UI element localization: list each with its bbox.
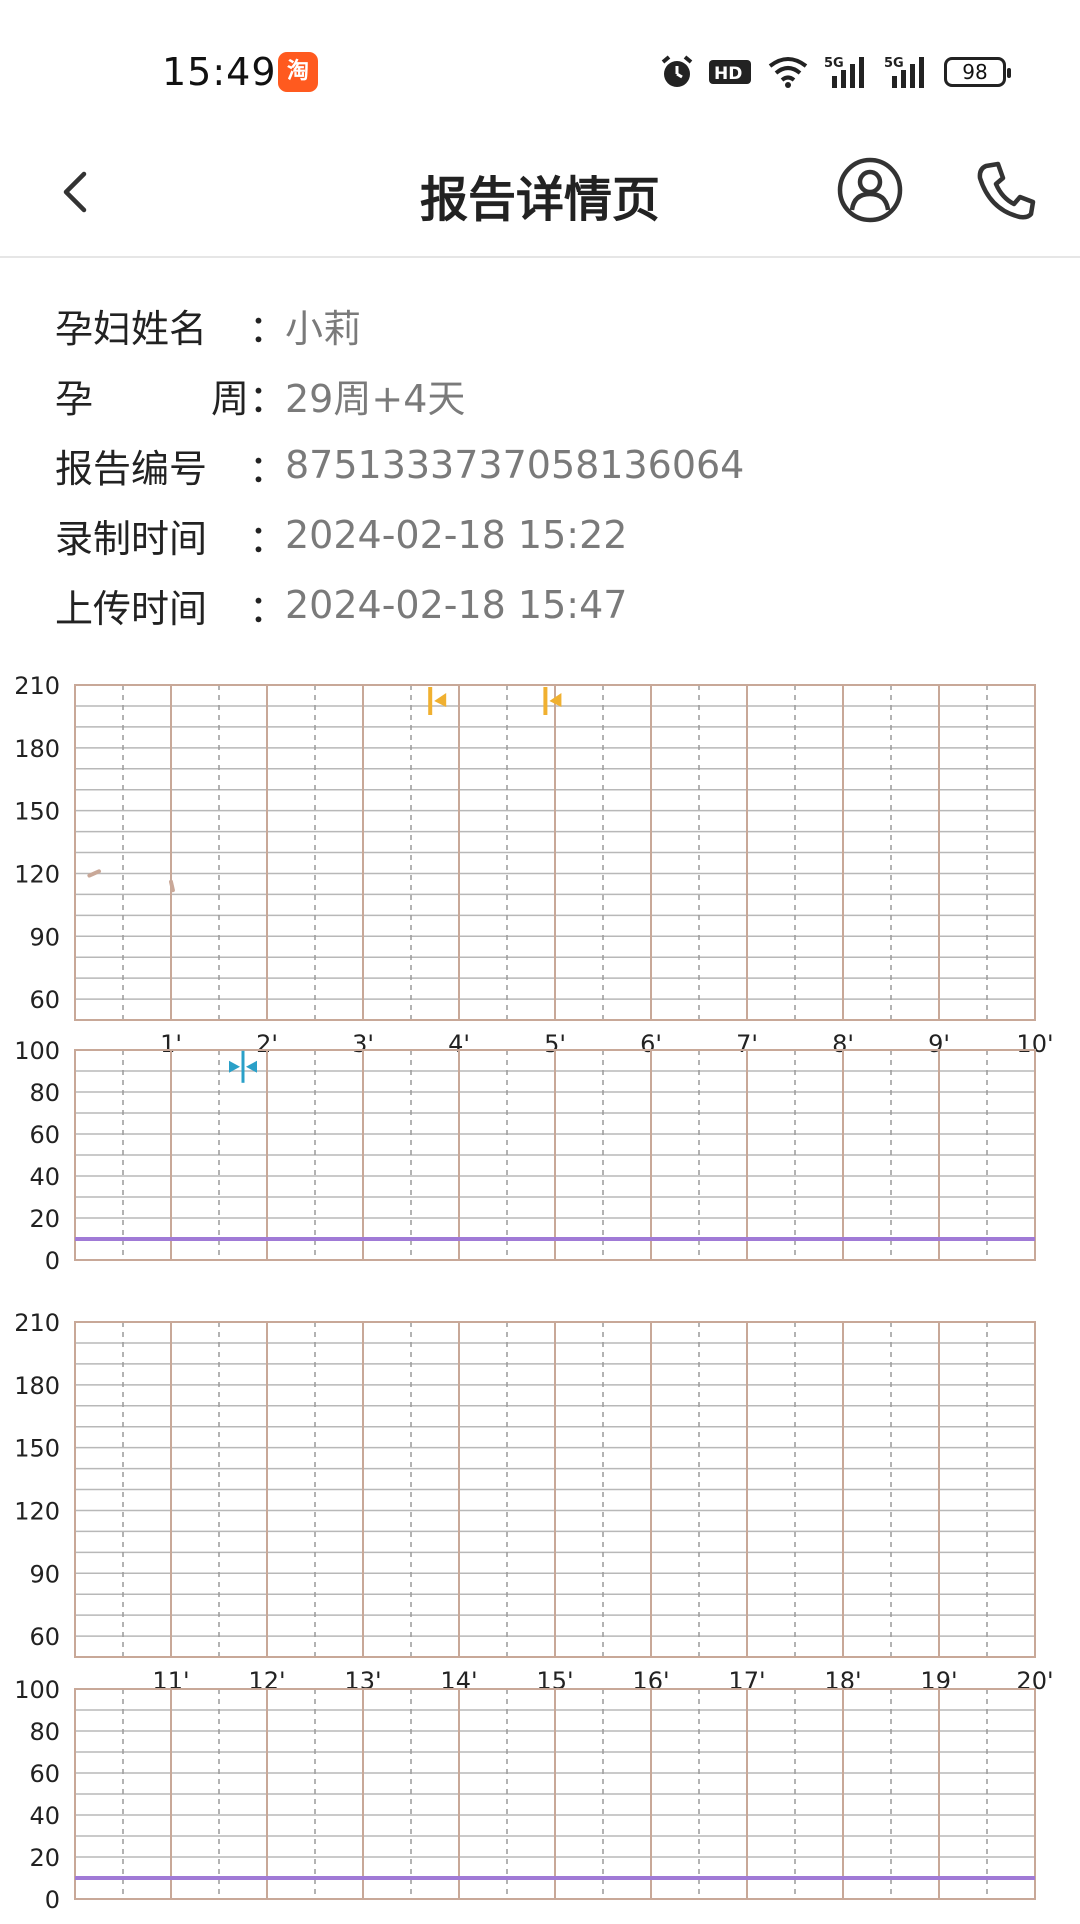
report-value: 875133373705813606​4	[285, 443, 745, 487]
fetal-movement-arrow	[549, 693, 562, 707]
y-tick-label: 40	[29, 1163, 60, 1191]
y-tick-label: 210	[14, 1309, 60, 1337]
y-tick-label: 60	[29, 986, 60, 1014]
y-tick-label: 90	[29, 1560, 60, 1588]
status-time: 15:49	[162, 50, 277, 94]
status-bar: 15:49 淘 HD 5G 5G	[0, 0, 1080, 130]
user-circle-icon[interactable]	[834, 154, 906, 226]
y-tick-label: 20	[29, 1205, 60, 1233]
taobao-app-icon: 淘	[278, 52, 318, 92]
week-label-part2: 周	[210, 376, 249, 421]
panel-frame	[74, 684, 1036, 1021]
report-info: 孕妇姓名 ： 小莉 孕 周 ： 29周+4天 报告编号 ： 8751333737…	[55, 290, 744, 640]
y-tick-label: 180	[14, 735, 60, 763]
phone-icon[interactable]	[970, 154, 1042, 226]
signal-5g-icon-2: 5G	[884, 56, 924, 88]
week-label: 孕 周	[55, 368, 249, 423]
colon: ：	[249, 516, 288, 561]
y-tick-label: 60	[29, 1121, 60, 1149]
toco-reset-arrow-right	[246, 1060, 257, 1073]
wifi-icon	[768, 57, 808, 88]
alarm-icon	[661, 55, 693, 87]
panel-frame	[74, 1049, 1036, 1261]
y-tick-label: 100	[14, 1037, 60, 1065]
y-tick-label: 60	[29, 1760, 60, 1788]
info-row-name: 孕妇姓名 ： 小莉	[55, 290, 744, 360]
panel-frame	[74, 1688, 1036, 1900]
y-tick-label: 120	[14, 1497, 60, 1525]
y-tick-label: 80	[29, 1718, 60, 1746]
signal-5g-icon: 5G	[824, 56, 864, 88]
svg-text:5G: 5G	[884, 56, 904, 71]
toco-reset-arrow-left	[229, 1060, 240, 1073]
svg-text:5G: 5G	[824, 56, 844, 71]
panel-frame	[74, 1321, 1036, 1658]
upload-value: 2024-02-18 15:47	[285, 583, 628, 627]
upload-label: 上传时间	[55, 586, 208, 631]
fhr-trace	[87, 869, 175, 893]
battery-icon: 98	[944, 57, 1011, 87]
y-tick-label: 0	[45, 1886, 60, 1914]
y-tick-label: 150	[14, 798, 60, 826]
week-label-part1: 孕	[55, 376, 94, 421]
info-row-week: 孕 周 ： 29周+4天	[55, 360, 744, 430]
record-label: 录制时间	[55, 516, 208, 561]
y-tick-label: 60	[29, 1623, 60, 1651]
y-tick-label: 20	[29, 1844, 60, 1872]
fetal-movement-arrow	[434, 693, 447, 707]
y-tick-label: 40	[29, 1802, 60, 1830]
svg-text:HD: HD	[714, 64, 742, 84]
colon: ：	[249, 306, 288, 351]
page-title: 报告详情页	[419, 172, 660, 228]
info-row-record: 录制时间 ： 2024-02-18 15:22	[55, 500, 744, 570]
hd-icon: HD	[709, 60, 751, 84]
navbar: 报告详情页	[0, 130, 1080, 258]
y-tick-label: 100	[14, 1676, 60, 1704]
info-row-upload: 上传时间 ： 2024-02-18 15:47	[55, 570, 744, 640]
y-tick-label: 80	[29, 1079, 60, 1107]
colon: ：	[249, 586, 288, 631]
name-value: 小莉	[285, 306, 362, 351]
y-tick-label: 0	[45, 1247, 60, 1275]
name-label: 孕妇姓名	[55, 306, 208, 351]
y-tick-label: 150	[14, 1435, 60, 1463]
colon: ：	[249, 376, 288, 421]
report-label: 报告编号	[55, 446, 208, 491]
week-value: 29周+4天	[285, 376, 466, 421]
y-tick-label: 120	[14, 860, 60, 888]
y-tick-label: 180	[14, 1372, 60, 1400]
info-row-report: 报告编号 ： 875133373705813606​4	[55, 430, 744, 500]
status-icons: HD 5G 5G 98	[660, 50, 1011, 94]
chevron-left-icon[interactable]	[46, 162, 106, 222]
colon: ：	[249, 446, 288, 491]
y-tick-label: 210	[14, 672, 60, 700]
record-value: 2024-02-18 15:22	[285, 513, 628, 557]
y-tick-label: 90	[29, 923, 60, 951]
ctg-chart-area: 210 180 150 120 90 60 1' 2' 3' 4' 5' 6' 7' 8' 9' 10' 100…	[0, 660, 1080, 1920]
